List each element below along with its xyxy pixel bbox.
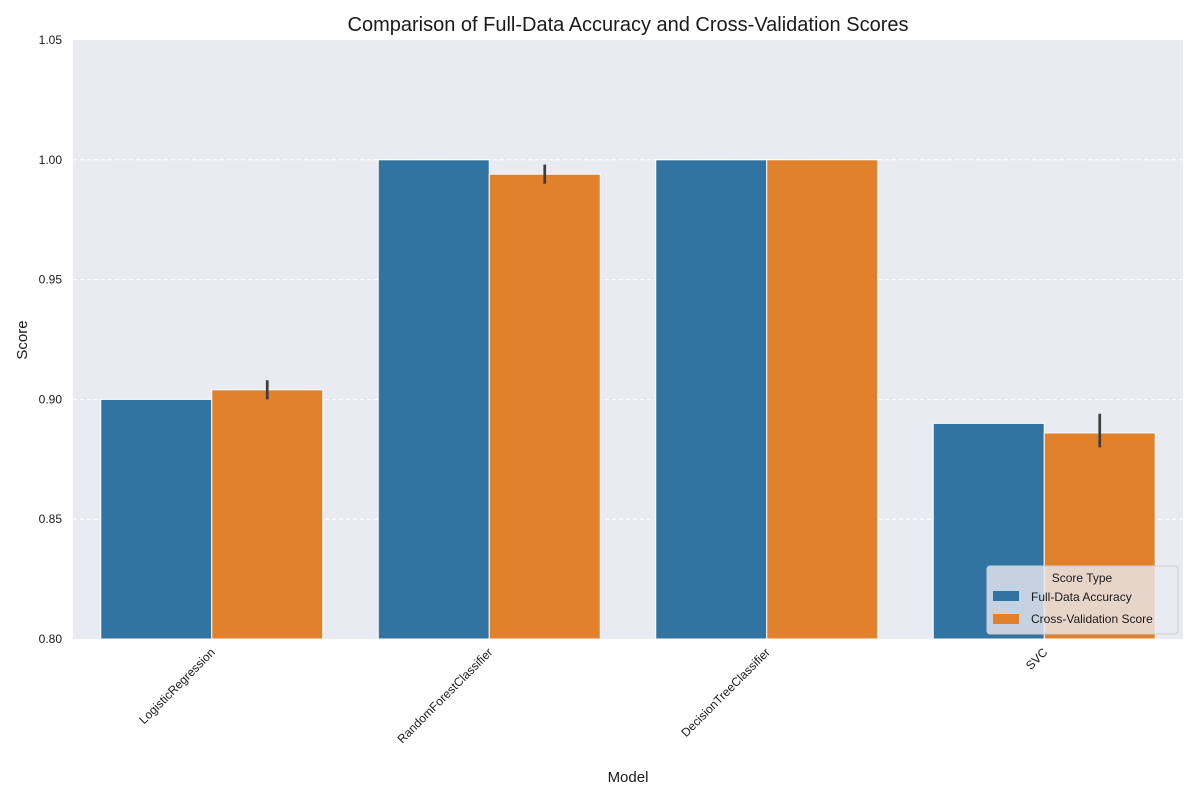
bar-cross-validation-score-logisticregression: [211, 389, 324, 640]
legend: Score Type Full-Data Accuracy Cross-Vali…: [986, 565, 1179, 635]
bar-cross-validation-score-decisiontreeclassifier: [766, 159, 879, 640]
legend-swatch-full-data-accuracy: [993, 591, 1019, 601]
legend-label-cross-validation-score: Cross-Validation Score: [1031, 612, 1153, 626]
bar-full-data-accuracy-randomforestclassifier: [377, 159, 490, 640]
x-tick-label: LogisticRegression: [136, 645, 218, 727]
x-axis-ticks: LogisticRegression RandomForestClassifier…: [136, 645, 1050, 746]
y-tick-label: 0.80: [39, 632, 63, 646]
legend-swatch-cross-validation-score: [993, 614, 1019, 624]
x-axis-label: Model: [608, 769, 649, 786]
bar-cross-validation-score-randomforestclassifier: [488, 173, 601, 640]
bar-full-data-accuracy-logisticregression: [100, 398, 213, 640]
y-tick-label: 0.85: [39, 512, 63, 526]
error-bars: [265, 164, 1102, 448]
x-tick-label: RandomForestClassifier: [394, 645, 495, 746]
chart-title: Comparison of Full-Data Accuracy and Cro…: [348, 14, 909, 36]
x-tick-label: SVC: [1023, 645, 1051, 673]
legend-frame: [986, 565, 1179, 635]
y-tick-label: 1.00: [39, 153, 63, 167]
y-axis-ticks: 0.80 0.85 0.90 0.95 1.00 1.05: [39, 33, 63, 646]
y-tick-label: 0.90: [39, 392, 63, 406]
legend-label-full-data-accuracy: Full-Data Accuracy: [1031, 590, 1132, 604]
y-tick-label: 1.05: [39, 33, 63, 47]
y-tick-label: 0.95: [39, 273, 63, 287]
bars: [100, 159, 1156, 640]
legend-title: Score Type: [1052, 571, 1113, 585]
x-tick-label: DecisionTreeClassifier: [678, 645, 772, 739]
bar-full-data-accuracy-decisiontreeclassifier: [655, 159, 768, 640]
y-axis-label: Score: [14, 320, 31, 359]
